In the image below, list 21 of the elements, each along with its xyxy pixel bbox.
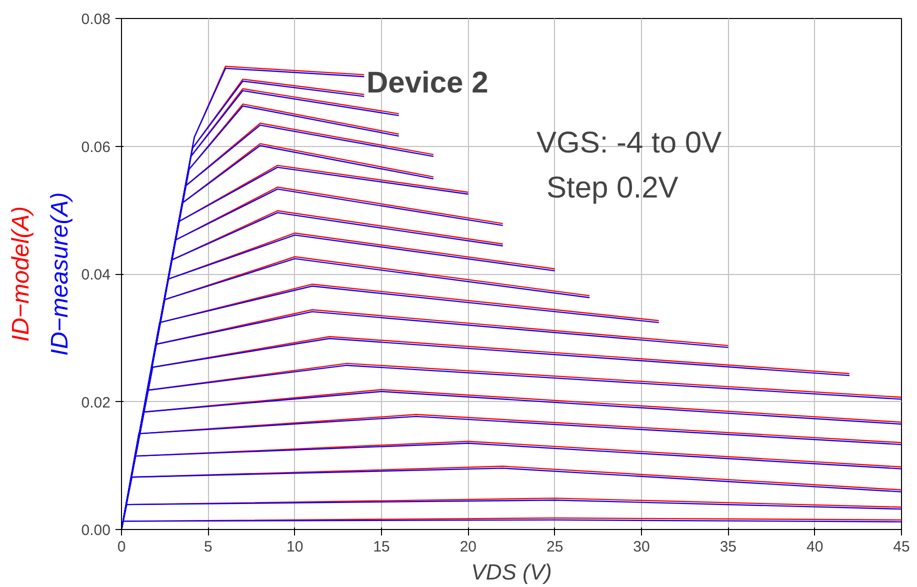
y-tick-label: 0.02 <box>81 394 111 412</box>
x-tick-label: 40 <box>806 538 824 556</box>
annotation: Step 0.2V <box>546 172 678 204</box>
annotation: VGS: -4 to 0V <box>536 126 722 160</box>
x-tick-label: 20 <box>460 538 477 556</box>
x-tick-label: 30 <box>633 538 650 556</box>
text: Device 2 <box>366 66 488 100</box>
y-tick-label: 0.08 <box>81 11 111 28</box>
y-tick-label: 0.04 <box>81 266 111 284</box>
text: ID−measure(A) <box>46 192 74 356</box>
x-tick-label: 15 <box>373 538 390 556</box>
x-tick-label: 10 <box>286 538 304 556</box>
x-tick-label: 0 <box>117 538 126 556</box>
y-tick-label: 0.00 <box>81 522 111 539</box>
text: ID−model(A) <box>8 206 34 342</box>
x-axis-title: VDS (V) <box>471 560 552 584</box>
x-tick-label: 45 <box>893 538 910 556</box>
x-tick-label: 5 <box>204 538 212 556</box>
x-tick-label: 25 <box>546 538 564 556</box>
x-tick-label: 35 <box>720 538 737 556</box>
y-tick-label: 0.06 <box>81 138 111 156</box>
